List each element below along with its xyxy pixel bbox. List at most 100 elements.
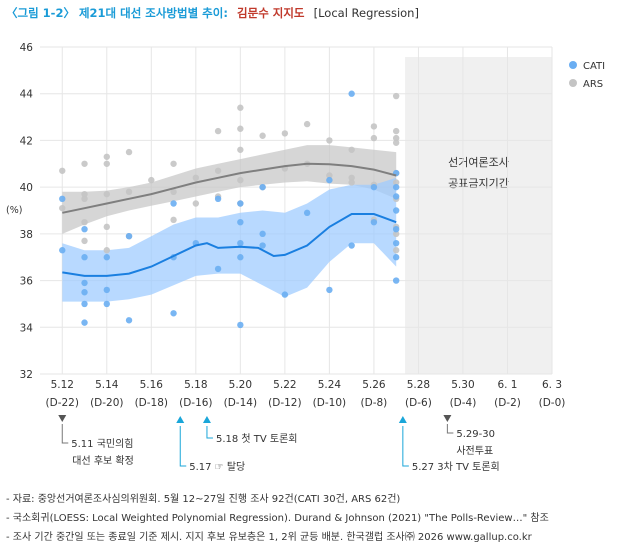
ars-point <box>59 204 66 212</box>
cati-point <box>81 289 88 296</box>
x-tick-label: 5.26 <box>362 379 386 391</box>
event-marker-down <box>58 415 67 422</box>
cati-point <box>370 218 378 226</box>
event-leader <box>446 424 454 434</box>
cati-trend-line <box>62 213 397 277</box>
x-tick-label: 5.24 <box>318 379 342 391</box>
cati-point <box>170 310 177 317</box>
cati-point <box>303 209 311 217</box>
ars-point <box>237 125 244 132</box>
cati-point <box>103 286 110 294</box>
cati-point <box>392 183 400 191</box>
event-label: 5.27 3차 TV 토론회 <box>412 461 500 473</box>
x-tick-dday: (D-18) <box>135 397 168 409</box>
cati-point <box>103 254 110 261</box>
x-tick-label: 6. 3 <box>542 379 562 391</box>
ars-point <box>392 247 400 254</box>
x-tick-label: 5.28 <box>407 379 430 391</box>
event-leader <box>61 424 69 444</box>
y-tick-label: 46 <box>20 42 34 54</box>
ars-point <box>348 174 355 181</box>
legend-marker-cati <box>569 61 577 69</box>
event-marker-down <box>443 415 452 422</box>
x-tick-label: 5.30 <box>451 379 474 391</box>
y-tick-label: 44 <box>20 89 34 101</box>
chart-title: 〈그림 1-2〉 제21대 대선 조사방법별 추이: 김문수 지지도 [Loca… <box>6 2 419 21</box>
ars-point <box>192 174 200 181</box>
cati-point <box>103 300 110 308</box>
legend-label-ars: ARS <box>583 79 603 90</box>
ars-point <box>103 223 110 231</box>
event-marker-up <box>202 416 211 423</box>
cati-point <box>281 291 289 298</box>
ars-point <box>237 146 244 153</box>
cati-point <box>392 225 400 233</box>
cati-point <box>81 300 88 308</box>
ars-trend-line <box>62 162 397 214</box>
y-tick-label: 40 <box>20 182 33 194</box>
note-method: - 국소회귀(LOESS: Local Weighted Polynomial … <box>6 513 549 524</box>
cati-point <box>392 193 400 200</box>
blackout-label: 공표금지기간 <box>448 177 509 190</box>
note-source: - 자료: 중앙선거여론조사심의위원회. 5월 12~27일 진행 조사 92건… <box>6 494 401 505</box>
ars-point <box>326 137 333 144</box>
event-marker-up <box>176 416 185 423</box>
event-label: 5.11 국민의힘 <box>71 438 133 450</box>
legend-marker-ars <box>569 79 577 87</box>
chart-lines <box>62 162 397 277</box>
cati-point <box>237 240 244 247</box>
cati-point <box>214 265 222 273</box>
ars-point <box>281 130 289 137</box>
event-label: 5.29-30 <box>456 429 495 440</box>
event-label: 대선 후보 확정 <box>72 455 134 467</box>
x-tick-dday: (D-2) <box>494 397 521 409</box>
cati-point <box>237 200 244 207</box>
cati-point <box>370 183 378 191</box>
ars-point <box>81 195 88 203</box>
title-prefix: 〈그림 1-2〉 제21대 대선 조사방법별 추이: <box>6 6 228 20</box>
chart-legend: CATI ARS <box>569 61 605 90</box>
event-label: 5.18 첫 TV 토론회 <box>216 433 298 445</box>
event-marker-up <box>398 416 407 423</box>
blackout-label: 선거여론조사 <box>448 156 509 169</box>
x-tick-label: 5.22 <box>273 379 296 391</box>
y-axis-label: (%) <box>6 205 22 216</box>
cati-point <box>326 286 333 294</box>
x-tick-dday: (D-10) <box>313 397 346 409</box>
x-tick-dday: (D-12) <box>268 397 301 409</box>
cati-point <box>214 195 222 203</box>
ars-point <box>237 104 244 111</box>
x-tick-label: 6. 1 <box>497 379 517 391</box>
x-tick-label: 5.14 <box>95 379 119 391</box>
title-candidate: 김문수 지지도 <box>237 6 305 20</box>
ars-point <box>170 160 177 167</box>
ars-point <box>81 237 88 245</box>
ars-point <box>392 92 400 100</box>
x-tick-label: 5.12 <box>51 379 74 391</box>
ars-point <box>214 127 222 135</box>
cati-point <box>237 254 244 261</box>
cati-point <box>81 279 88 287</box>
ars-point <box>237 176 244 184</box>
event-leader <box>206 426 213 439</box>
ars-point <box>103 160 110 167</box>
chart-axis: 32 34 36 38 40 42 44 46 5.12 (D-22) 5.14 (D-20) 5.16… <box>6 42 565 409</box>
ars-point <box>392 139 400 146</box>
x-tick-dday: (D-0) <box>539 397 566 409</box>
ars-point <box>392 179 400 186</box>
y-tick-label: 38 <box>20 229 33 241</box>
ars-band <box>62 145 397 234</box>
event-leader <box>402 426 409 467</box>
ars-point <box>148 176 155 184</box>
ars-point <box>392 230 400 238</box>
cati-point <box>259 242 266 249</box>
ars-point <box>214 167 222 174</box>
x-tick-label: 5.18 <box>184 379 207 391</box>
ars-point <box>103 153 110 160</box>
chart-bands <box>62 145 397 302</box>
cati-band <box>62 177 397 302</box>
cati-point <box>392 240 400 247</box>
cati-point <box>259 183 266 191</box>
x-tick-dday: (D-6) <box>405 397 432 409</box>
